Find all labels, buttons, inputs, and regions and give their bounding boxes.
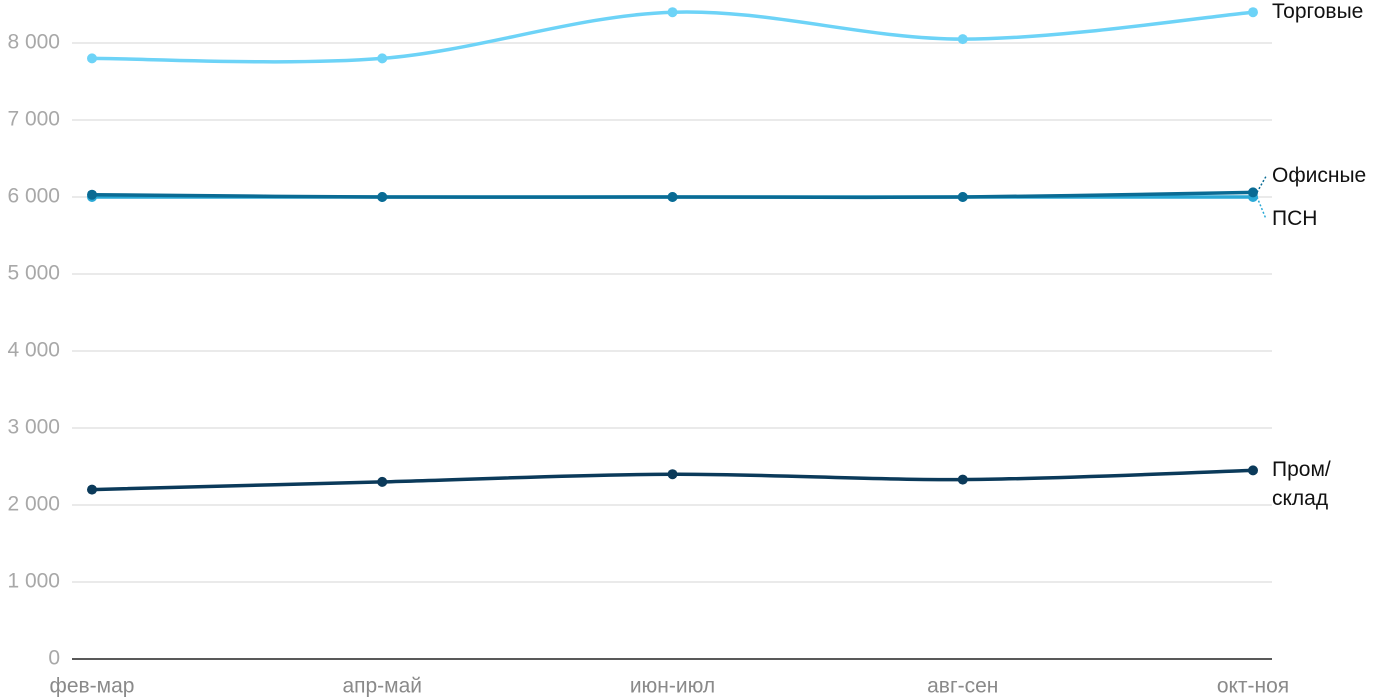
- series-line: [91, 10, 1254, 64]
- x-tick-label: фев-мар: [50, 675, 135, 698]
- point: [87, 53, 97, 64]
- point: [377, 476, 388, 487]
- y-tick-label: 7 000: [7, 108, 60, 131]
- series-label: Пром/ склад: [1272, 458, 1331, 511]
- point: [1248, 7, 1258, 18]
- y-tick-label: 4 000: [7, 339, 60, 362]
- leader-line: [1256, 176, 1267, 193]
- point: [667, 192, 678, 202]
- leader-line: [1256, 196, 1267, 220]
- x-tick-label: апр-май: [342, 675, 422, 698]
- x-tick-label: июн-июл: [630, 675, 715, 698]
- point: [377, 192, 388, 202]
- series-label: Офисные: [1272, 164, 1367, 188]
- point: [667, 7, 678, 18]
- point: [957, 192, 968, 202]
- y-tick-label: 8 000: [7, 31, 60, 54]
- y-tick-label: 1 000: [7, 570, 60, 593]
- point: [87, 484, 97, 495]
- point: [1248, 187, 1258, 198]
- x-tick-label: окт-ноя: [1217, 675, 1289, 698]
- point: [377, 53, 388, 64]
- x-tick-label: авг-сен: [927, 675, 998, 698]
- y-tick-label: 5 000: [7, 262, 60, 285]
- series-label: Торговые: [1272, 0, 1364, 24]
- point: [957, 34, 968, 45]
- y-tick-label: 0: [48, 647, 60, 670]
- y-tick-label: 2 000: [7, 493, 60, 516]
- y-tick-label: 6 000: [7, 185, 60, 208]
- point: [87, 189, 97, 200]
- series-label: ПСН: [1272, 207, 1318, 230]
- point: [957, 474, 968, 485]
- y-tick-label: 3 000: [7, 416, 60, 439]
- point: [1248, 465, 1258, 476]
- point: [667, 469, 678, 480]
